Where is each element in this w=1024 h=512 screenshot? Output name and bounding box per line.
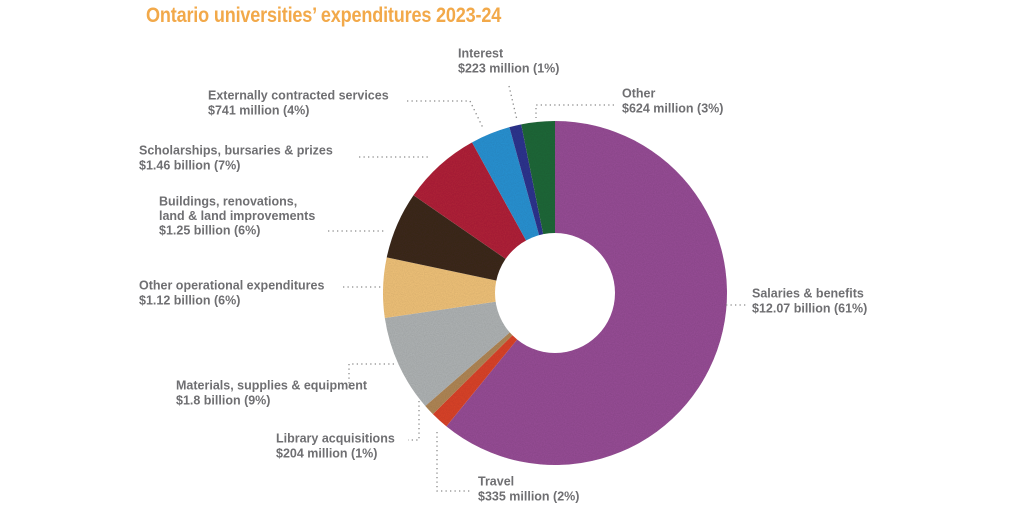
slice-value-salaries: $12.07 billion (61%) bbox=[752, 301, 867, 315]
slice-value-library: $204 million (1%) bbox=[276, 446, 377, 460]
donut-hole bbox=[495, 233, 615, 353]
slice-name-scholarships: Scholarships, bursaries & prizes bbox=[139, 144, 333, 158]
slice-label-buildings: Buildings, renovations, land & land impro… bbox=[159, 194, 315, 237]
slice-value-other: $624 million (3%) bbox=[622, 101, 723, 115]
leader-line-travel bbox=[436, 432, 472, 492]
slice-name-buildings: Buildings, renovations, bbox=[159, 194, 297, 208]
slice-label-external: Externally contracted services $741 milli… bbox=[208, 89, 389, 118]
slice-name-other-operational: Other operational expenditures bbox=[139, 279, 325, 293]
slice-label-library: Library acquisitions $204 million (1%) bbox=[276, 432, 395, 461]
slice-label-travel: Travel $335 million (2%) bbox=[478, 475, 579, 504]
slice-value-materials: $1.8 billion (9%) bbox=[176, 393, 270, 407]
slice-value-external: $741 million (4%) bbox=[208, 103, 309, 117]
slice-value-other-operational: $1.12 billion (6%) bbox=[139, 293, 240, 307]
slice-value-buildings: $1.25 billion (6%) bbox=[159, 224, 260, 238]
slice-name-interest: Interest bbox=[458, 47, 504, 61]
leader-line-materials bbox=[348, 363, 394, 388]
slice-label-salaries: Salaries & benefits $12.07 billion (61%) bbox=[752, 287, 867, 316]
leaders-layer bbox=[328, 85, 748, 492]
leader-line-library bbox=[408, 401, 420, 441]
leader-line-external bbox=[407, 100, 484, 129]
slice-other-operational bbox=[382, 257, 555, 319]
slice-label-materials: Materials, supplies & equipment $1.8 bill… bbox=[176, 379, 368, 408]
labels-layer: Salaries & benefits $12.07 billion (61%) T… bbox=[139, 47, 867, 504]
slice-value-scholarships: $1.46 billion (7%) bbox=[139, 158, 240, 172]
slice-name-materials: Materials, supplies & equipment bbox=[176, 379, 368, 393]
slice-label-scholarships: Scholarships, bursaries & prizes $1.46 bi… bbox=[139, 144, 333, 173]
slice-name-library: Library acquisitions bbox=[276, 432, 395, 446]
slice-name-other: Other bbox=[622, 87, 655, 101]
slice-value-interest: $223 million (1%) bbox=[458, 61, 559, 75]
slice-label-interest: Interest $223 million (1%) bbox=[458, 47, 559, 76]
slice-label-other-operational: Other operational expenditures $1.12 bill… bbox=[139, 279, 325, 308]
chart-title: Ontario universities’ expenditures 2023-… bbox=[146, 4, 502, 27]
slice-value-travel: $335 million (2%) bbox=[478, 489, 579, 503]
slice-label-other: Other $624 million (3%) bbox=[622, 87, 723, 116]
leader-line-other bbox=[535, 104, 614, 118]
slice-name-buildings: land & land improvements bbox=[159, 209, 315, 223]
slice-name-travel: Travel bbox=[478, 475, 514, 489]
leader-line-interest bbox=[508, 85, 518, 121]
slice-name-external: Externally contracted services bbox=[208, 89, 389, 103]
slice-name-salaries: Salaries & benefits bbox=[752, 287, 864, 301]
